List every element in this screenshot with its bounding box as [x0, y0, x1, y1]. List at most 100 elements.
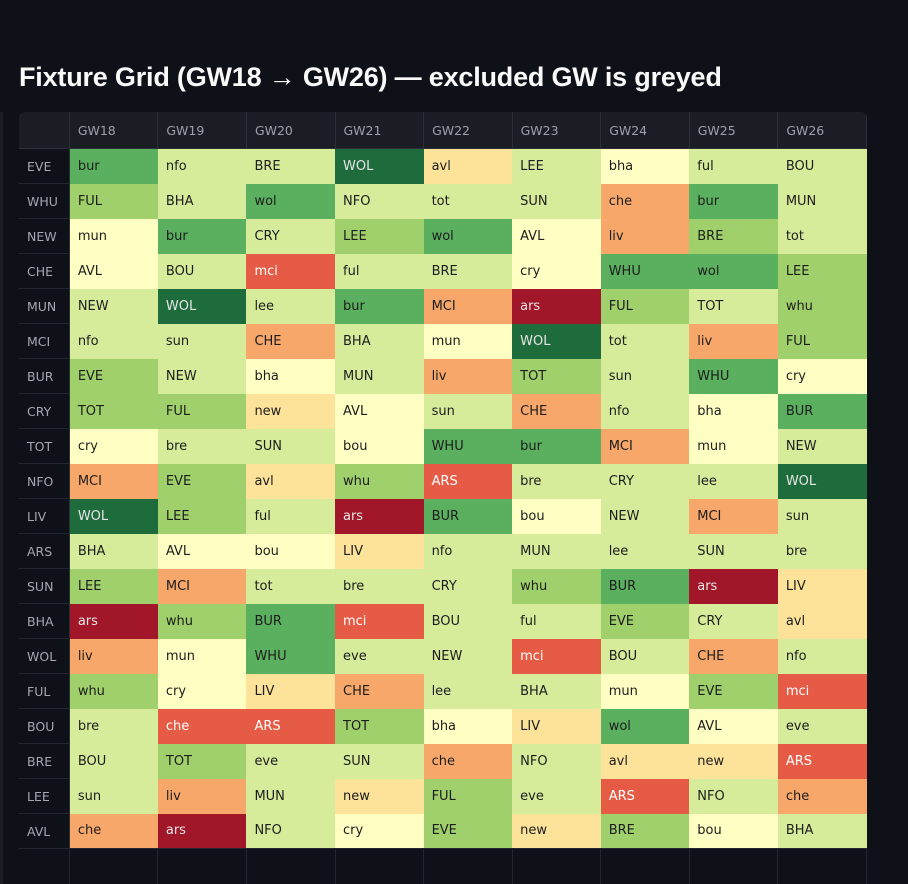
fixture-cell[interactable]: ful	[689, 148, 778, 184]
fixture-cell[interactable]: TOT	[157, 743, 247, 779]
fixture-cell[interactable]: LEE	[335, 218, 424, 254]
fixture-cell[interactable]: BRE	[246, 148, 335, 184]
fixture-cell[interactable]: mun	[600, 673, 690, 709]
fixture-cell[interactable]: NFO	[246, 813, 335, 849]
fixture-cell[interactable]: sun	[600, 358, 690, 394]
fixture-cell[interactable]: EVE	[69, 358, 158, 394]
fixture-cell[interactable]: cry	[335, 813, 424, 849]
fixture-cell[interactable]: CHE	[246, 323, 335, 359]
column-header-gw20[interactable]: GW20	[246, 112, 336, 149]
fixture-cell[interactable]: FUL	[157, 393, 247, 429]
fixture-cell[interactable]: new	[335, 778, 424, 814]
fixture-cell[interactable]: CRY	[600, 463, 690, 499]
fixture-cell[interactable]: bur	[335, 288, 424, 324]
column-header-gw21[interactable]: GW21	[335, 112, 425, 149]
fixture-cell[interactable]: EVE	[689, 673, 778, 709]
fixture-cell[interactable]: mci	[512, 638, 601, 674]
fixture-cell[interactable]: new	[512, 813, 601, 849]
fixture-cell[interactable]: MUN	[512, 533, 601, 569]
fixture-cell[interactable]: sun	[69, 778, 158, 814]
fixture-cell[interactable]: ars	[69, 603, 158, 639]
fixture-cell[interactable]: NEW	[777, 428, 867, 464]
fixture-cell[interactable]: wol	[246, 183, 335, 219]
fixture-cell[interactable]: LEE	[512, 148, 601, 184]
fixture-cell[interactable]: ARS	[600, 778, 690, 814]
fixture-cell[interactable]: WOL	[512, 323, 601, 359]
fixture-cell[interactable]: avl	[777, 603, 867, 639]
fixture-cell[interactable]: bou	[335, 428, 424, 464]
fixture-cell[interactable]: ars	[689, 568, 778, 604]
fixture-cell[interactable]: bur	[512, 428, 601, 464]
fixture-cell[interactable]: NEW	[423, 638, 513, 674]
fixture-cell[interactable]: che	[69, 813, 158, 849]
fixture-cell[interactable]: cry	[512, 253, 601, 289]
fixture-cell[interactable]: che	[157, 708, 247, 744]
fixture-cell[interactable]: NFO	[512, 743, 601, 779]
fixture-cell[interactable]: liv	[157, 778, 247, 814]
fixture-cell[interactable]: ars	[335, 498, 424, 534]
fixture-cell[interactable]: tot	[600, 323, 690, 359]
fixture-cell[interactable]: TOT	[512, 358, 601, 394]
fixture-cell[interactable]: AVL	[69, 253, 158, 289]
fixture-cell[interactable]: MUN	[335, 358, 424, 394]
column-header-gw22[interactable]: GW22	[423, 112, 513, 149]
fixture-cell[interactable]: bre	[512, 463, 601, 499]
fixture-cell[interactable]: LEE	[157, 498, 247, 534]
fixture-cell[interactable]: lee	[689, 463, 778, 499]
fixture-cell[interactable]: FUL	[69, 183, 158, 219]
fixture-cell[interactable]: AVL	[689, 708, 778, 744]
fixture-cell[interactable]: CHE	[512, 393, 601, 429]
fixture-cell[interactable]: mun	[69, 218, 158, 254]
fixture-cell[interactable]: WOL	[157, 288, 247, 324]
fixture-cell[interactable]: whu	[69, 673, 158, 709]
fixture-cell[interactable]: bur	[69, 148, 158, 184]
fixture-cell[interactable]: lee	[600, 533, 690, 569]
fixture-cell[interactable]: BOU	[157, 253, 247, 289]
column-header-gw23[interactable]: GW23	[512, 112, 602, 149]
fixture-cell[interactable]: LIV	[335, 533, 424, 569]
fixture-cell[interactable]: MUN	[777, 183, 867, 219]
fixture-cell[interactable]: MCI	[689, 498, 778, 534]
fixture-cell[interactable]: bur	[157, 218, 247, 254]
fixture-cell[interactable]: cry	[777, 358, 867, 394]
fixture-cell[interactable]: nfo	[157, 148, 247, 184]
fixture-cell[interactable]: ARS	[777, 743, 867, 779]
column-header-gw26[interactable]: GW26	[777, 112, 867, 149]
fixture-cell[interactable]: BUR	[777, 393, 867, 429]
fixture-cell[interactable]: bre	[69, 708, 158, 744]
fixture-cell[interactable]: NEW	[69, 288, 158, 324]
fixture-cell[interactable]: NFO	[689, 778, 778, 814]
fixture-cell[interactable]: AVL	[157, 533, 247, 569]
fixture-cell[interactable]: CHE	[335, 673, 424, 709]
fixture-cell[interactable]: wol	[689, 253, 778, 289]
fixture-cell[interactable]: MCI	[69, 463, 158, 499]
fixture-cell[interactable]: SUN	[246, 428, 335, 464]
fixture-cell[interactable]: BUR	[246, 603, 335, 639]
fixture-cell[interactable]: BOU	[600, 638, 690, 674]
column-header-gw19[interactable]: GW19	[157, 112, 247, 149]
fixture-cell[interactable]: avl	[246, 463, 335, 499]
fixture-cell[interactable]: avl	[423, 148, 513, 184]
fixture-cell[interactable]: bur	[689, 183, 778, 219]
fixture-cell[interactable]: liv	[423, 358, 513, 394]
fixture-cell[interactable]: bou	[689, 813, 778, 849]
fixture-cell[interactable]: CHE	[689, 638, 778, 674]
fixture-cell[interactable]: BOU	[777, 148, 867, 184]
fixture-cell[interactable]: bre	[777, 533, 867, 569]
fixture-cell[interactable]: nfo	[777, 638, 867, 674]
fixture-cell[interactable]: ful	[246, 498, 335, 534]
fixture-cell[interactable]: NEW	[600, 498, 690, 534]
fixture-cell[interactable]: LIV	[777, 568, 867, 604]
fixture-cell[interactable]: LIV	[246, 673, 335, 709]
fixture-cell[interactable]: BHA	[777, 813, 867, 849]
fixture-cell[interactable]: BRE	[600, 813, 690, 849]
fixture-cell[interactable]: WHU	[689, 358, 778, 394]
fixture-cell[interactable]: CRY	[423, 568, 513, 604]
fixture-cell[interactable]: NEW	[157, 358, 247, 394]
fixture-cell[interactable]: MCI	[157, 568, 247, 604]
fixture-cell[interactable]: eve	[335, 638, 424, 674]
fixture-cell[interactable]: mun	[689, 428, 778, 464]
fixture-cell[interactable]: cry	[69, 428, 158, 464]
fixture-cell[interactable]: bre	[157, 428, 247, 464]
fixture-cell[interactable]: BRE	[423, 253, 513, 289]
